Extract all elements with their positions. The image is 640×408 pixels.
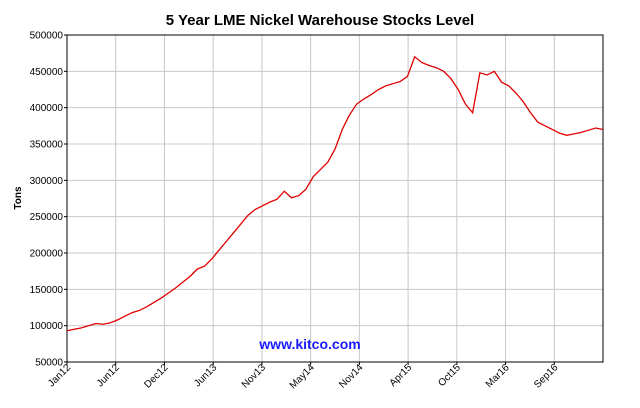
x-tick-label: Oct15 xyxy=(436,362,463,389)
y-axis-label: Tons xyxy=(13,186,24,210)
y-tick-label: 150000 xyxy=(30,285,64,296)
x-tick-label: Dec12 xyxy=(142,362,171,391)
x-tick-label: May14 xyxy=(288,362,317,391)
series-line xyxy=(66,55,604,332)
y-tick-label: 50000 xyxy=(35,358,63,369)
x-tick-label: Nov14 xyxy=(337,362,366,391)
x-tick-label: Jun12 xyxy=(95,362,122,389)
x-tick-label: Jun13 xyxy=(192,362,219,389)
x-axis: Jan12 Jun12 Dec12 Jun13 Nov13 May14 Nov14 Apr15… xyxy=(46,362,561,391)
y-tick-label: 450000 xyxy=(30,67,64,78)
x-tick-label: Apr15 xyxy=(388,362,415,389)
y-tick-label: 200000 xyxy=(30,249,64,260)
x-tick-label: Sep16 xyxy=(532,362,561,391)
x-tick-label: Mar16 xyxy=(484,362,512,390)
y-tick-label: 300000 xyxy=(30,176,64,187)
y-tick-label: 350000 xyxy=(30,140,64,151)
y-axis: 50000 100000 150000 200000 250000 300000 35000… xyxy=(30,31,67,369)
x-tick-label: Nov13 xyxy=(240,362,269,391)
plot-area-border xyxy=(66,34,604,363)
y-tick-label: 100000 xyxy=(30,321,64,332)
watermark: www.kitco.com xyxy=(258,336,360,352)
y-tick-label: 500000 xyxy=(30,31,64,42)
y-tick-label: 250000 xyxy=(30,212,64,223)
y-tick-label: 400000 xyxy=(30,103,64,114)
grid xyxy=(67,34,603,363)
chart-title: 5 Year LME Nickel Warehouse Stocks Level xyxy=(166,12,474,29)
